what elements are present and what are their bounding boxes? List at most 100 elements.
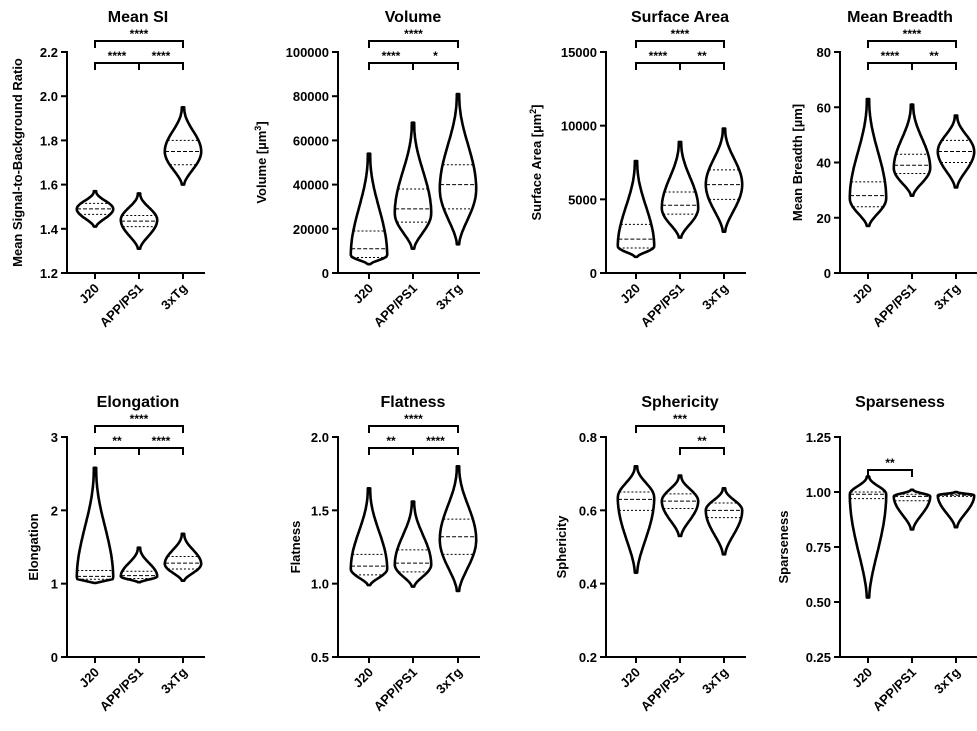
x-category-label: J20 xyxy=(849,281,875,307)
y-tick-label: 20000 xyxy=(293,222,329,237)
violin-body xyxy=(892,103,932,197)
chart-title: Mean Breadth xyxy=(847,9,953,26)
violin-body xyxy=(119,546,159,584)
y-tick-label: 60000 xyxy=(293,133,329,148)
significance-label: ** xyxy=(885,456,895,470)
y-axis-label: Surface Area [µm2] xyxy=(528,104,544,220)
significance-label: * xyxy=(433,49,438,63)
y-axis-label: Mean Signal-to-Background Ratio xyxy=(10,58,25,267)
chart-title: Sphericity xyxy=(641,394,718,411)
y-tick-label: 1.0 xyxy=(311,577,329,592)
significance-label: **** xyxy=(671,27,690,41)
significance-label: **** xyxy=(903,27,922,41)
significance-label: ** xyxy=(112,434,122,448)
y-tick-label: 0.50 xyxy=(806,595,831,610)
significance-label: **** xyxy=(130,412,149,426)
y-tick-label: 1.4 xyxy=(40,222,59,237)
violin-body xyxy=(163,106,203,186)
x-category-label: 3xTg xyxy=(931,664,963,696)
y-tick-label: 2.0 xyxy=(311,430,329,445)
significance-label: ** xyxy=(697,434,707,448)
violin-body xyxy=(704,487,744,556)
chart-title: Mean SI xyxy=(108,9,168,26)
y-tick-label: 5000 xyxy=(568,192,597,207)
violin-body xyxy=(393,500,433,588)
significance-bracket xyxy=(867,469,913,477)
y-axis-label: Elongation xyxy=(26,513,41,580)
violin-body xyxy=(936,490,976,529)
significance-bracket xyxy=(412,62,459,70)
significance-label: **** xyxy=(426,434,445,448)
significance-label: **** xyxy=(404,27,423,41)
significance-label: *** xyxy=(673,412,687,426)
significance-bracket xyxy=(679,62,725,70)
chart-panel: Sparseness Sparseness 0.25 0.50 0.75 1.00 1.25… xyxy=(776,394,977,714)
chart-panel: Sphericity Sphericity 0.2 0.4 0.6 0.8 J20APP/P… xyxy=(554,394,746,714)
significance-bracket xyxy=(635,40,725,48)
y-tick-label: 0.6 xyxy=(579,503,597,518)
significance-label: ** xyxy=(929,49,939,63)
violin-body xyxy=(616,159,656,259)
y-tick-label: 0.5 xyxy=(311,650,329,665)
violin-body xyxy=(438,92,478,246)
significance-bracket xyxy=(368,425,459,433)
y-tick-label: 15000 xyxy=(561,45,597,60)
y-tick-label: 0 xyxy=(322,266,329,281)
x-category-label: APP/PS1 xyxy=(638,281,687,330)
y-tick-label: 1.00 xyxy=(806,485,831,500)
significance-bracket xyxy=(867,40,957,48)
x-category-label: J20 xyxy=(76,665,102,691)
y-tick-label: 60 xyxy=(817,100,831,115)
y-tick-label: 100000 xyxy=(286,45,329,60)
significance-label: **** xyxy=(404,412,423,426)
y-tick-label: 1.25 xyxy=(806,430,831,445)
violin-body xyxy=(75,466,115,585)
chart-panel: Mean SI Mean Signal-to-Background Ratio 1.… xyxy=(10,9,205,330)
significance-bracket xyxy=(138,62,184,70)
significance-bracket xyxy=(911,62,957,70)
significance-bracket xyxy=(94,447,140,455)
y-axis-label: Volume [µm3] xyxy=(253,121,269,203)
significance-bracket xyxy=(94,40,184,48)
y-tick-label: 1 xyxy=(51,577,58,592)
y-tick-label: 2 xyxy=(51,503,58,518)
significance-bracket xyxy=(679,447,725,455)
y-tick-label: 2.2 xyxy=(40,45,58,60)
y-tick-label: 0 xyxy=(590,266,597,281)
significance-bracket xyxy=(867,62,913,70)
y-tick-label: 10000 xyxy=(561,119,597,134)
significance-bracket xyxy=(94,62,140,70)
y-tick-label: 40 xyxy=(817,156,831,171)
y-tick-label: 0.2 xyxy=(579,650,597,665)
significance-bracket xyxy=(368,62,414,70)
significance-bracket xyxy=(368,40,459,48)
chart-panel: Surface Area Surface Area [µm2] 0 5000 10000… xyxy=(528,9,746,330)
significance-bracket xyxy=(635,62,681,70)
x-category-label: 3xTg xyxy=(699,280,731,312)
x-category-label: J20 xyxy=(76,281,102,307)
x-category-label: APP/PS1 xyxy=(97,281,146,330)
chart-panel: Volume Volume [µm3] 0 20000 40000 60000 80000 1… xyxy=(253,9,480,330)
x-category-label: APP/PS1 xyxy=(870,281,919,330)
x-category-label: 3xTg xyxy=(433,280,465,312)
y-tick-label: 0 xyxy=(51,650,58,665)
chart-title: Volume xyxy=(385,9,442,26)
significance-label: ** xyxy=(386,434,396,448)
x-category-label: APP/PS1 xyxy=(870,665,919,714)
y-tick-label: 0.8 xyxy=(579,430,597,445)
significance-bracket xyxy=(138,447,184,455)
chart-panel: Mean Breadth Mean Breadth [µm] 0 20 40 60 80 J2… xyxy=(790,9,977,330)
y-tick-label: 3 xyxy=(51,430,58,445)
significance-bracket xyxy=(412,447,459,455)
significance-label: **** xyxy=(382,49,401,63)
y-tick-label: 40000 xyxy=(293,178,329,193)
x-category-label: 3xTg xyxy=(433,664,465,696)
y-axis-label: Sphericity xyxy=(554,515,569,579)
violin-body xyxy=(438,465,478,593)
y-axis-label: Flatness xyxy=(288,521,303,574)
y-axis-label: Mean Breadth [µm] xyxy=(790,104,805,221)
violin-body xyxy=(660,140,700,239)
y-tick-label: 1.8 xyxy=(40,133,58,148)
x-category-label: J20 xyxy=(849,665,875,691)
